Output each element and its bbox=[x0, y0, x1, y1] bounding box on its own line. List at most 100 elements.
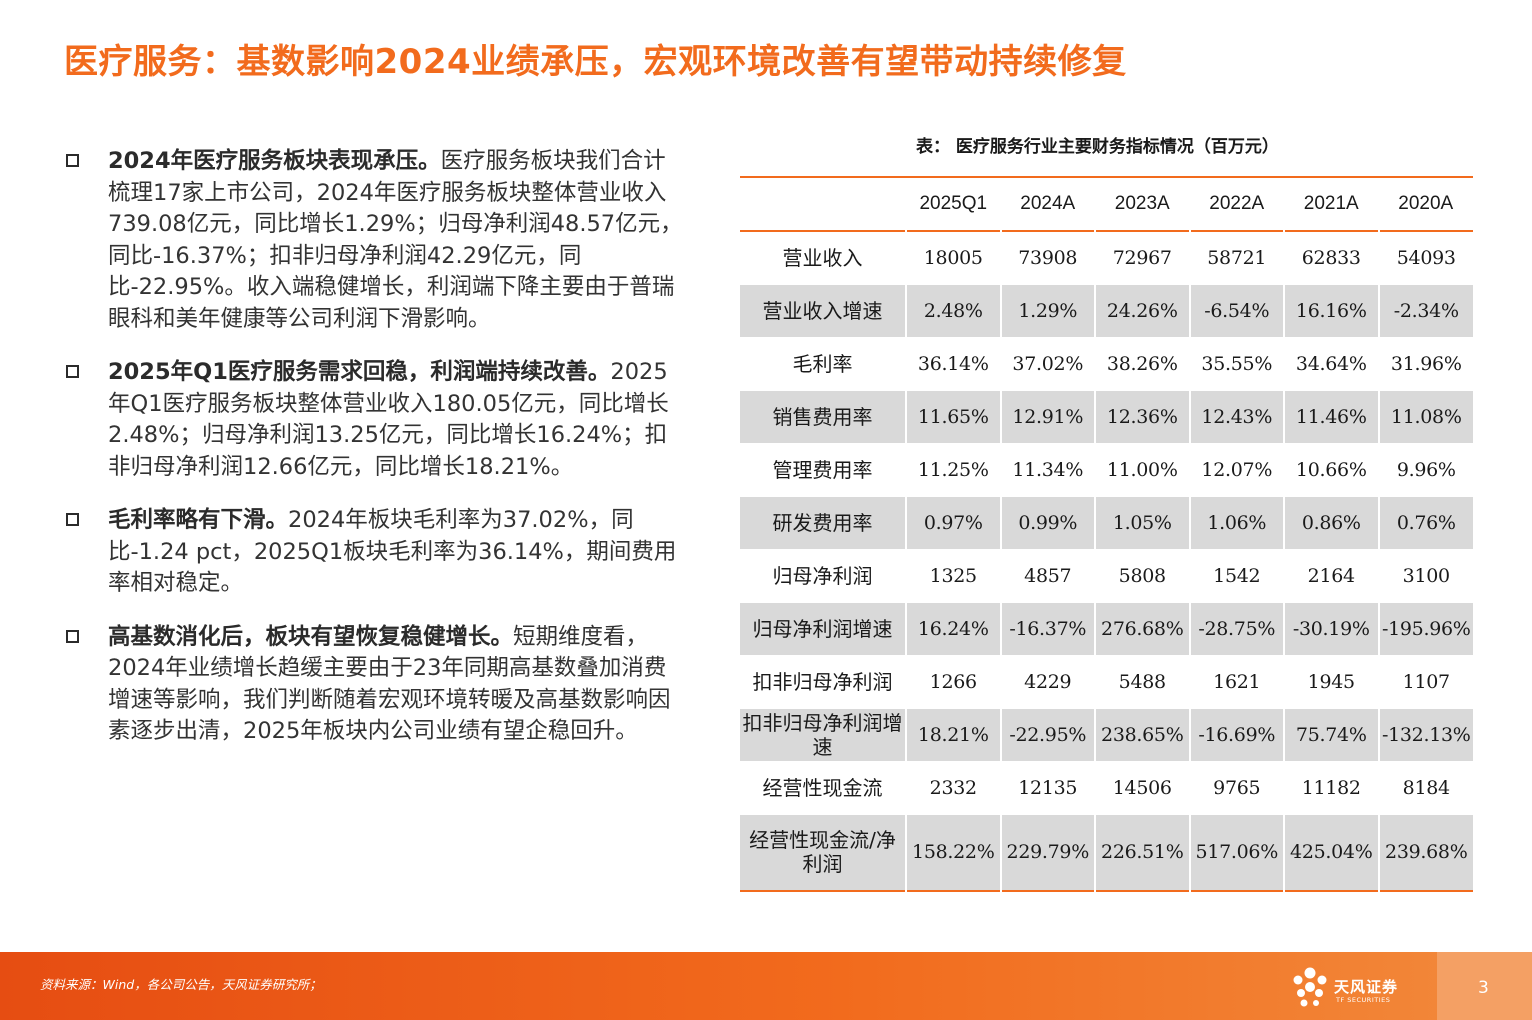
table-cell: 9765 bbox=[1189, 761, 1285, 815]
column-header bbox=[740, 177, 906, 231]
table-cell: 517.06% bbox=[1189, 814, 1285, 892]
table-cell: 2332 bbox=[906, 761, 1002, 815]
table-cell: 1542 bbox=[1189, 549, 1285, 603]
table-cell: 12.91% bbox=[1000, 390, 1096, 444]
square-bullet-icon bbox=[66, 629, 79, 643]
row-label: 研发费用率 bbox=[740, 496, 907, 550]
table-cell: 12.43% bbox=[1189, 390, 1285, 444]
table-cell: 3100 bbox=[1378, 549, 1473, 603]
company-logo: 天风证券 TF SECURITIES bbox=[1290, 966, 1420, 1010]
table-row: 毛利率 36.14% 37.02% 38.26% 35.55% 34.64% 31.96% bbox=[740, 337, 1473, 391]
table-cell: 35.55% bbox=[1189, 337, 1285, 391]
table-cell: 239.68% bbox=[1378, 814, 1473, 892]
table-cell: 37.02% bbox=[1000, 337, 1096, 391]
table-cell: 1945 bbox=[1284, 655, 1380, 709]
table-cell: -16.69% bbox=[1189, 708, 1285, 762]
bullet-text: 2024年板块毛利率为37.02%，同比-1.24 pct，2025Q1板块毛利… bbox=[108, 507, 677, 596]
table-cell: 276.68% bbox=[1095, 602, 1191, 656]
page-number-box bbox=[1437, 952, 1532, 1020]
table-cell: 62833 bbox=[1284, 231, 1380, 285]
table-row: 管理费用率 11.25% 11.34% 11.00% 12.07% 10.66% 9.96% bbox=[740, 443, 1473, 497]
table-cell: 5488 bbox=[1095, 655, 1191, 709]
row-label: 经营性现金流 bbox=[740, 761, 907, 815]
table-cell: 11.00% bbox=[1095, 443, 1191, 497]
table-cell: 11.08% bbox=[1378, 390, 1473, 444]
footer-bar: 资料来源：Wind，各公司公告，天风证券研究所； 天风证券 TF SECURIT… bbox=[0, 952, 1532, 1020]
table-cell: 72967 bbox=[1095, 231, 1191, 285]
row-label: 归母净利润 bbox=[740, 549, 907, 603]
row-label: 管理费用率 bbox=[740, 443, 907, 497]
bullet-item: 毛利率略有下滑。2024年板块毛利率为37.02%，同比-1.24 pct，20… bbox=[64, 505, 684, 600]
table-cell: 9.96% bbox=[1378, 443, 1473, 497]
bullet-item: 高基数消化后，板块有望恢复稳健增长。短期维度看，2024年业绩增长趋缓主要由于2… bbox=[64, 622, 684, 748]
table-cell: 0.99% bbox=[1000, 496, 1096, 550]
table-cell: 1325 bbox=[906, 549, 1002, 603]
table-cell: 4857 bbox=[1000, 549, 1096, 603]
table-cell: 14506 bbox=[1095, 761, 1191, 815]
logo-text-en: TF SECURITIES bbox=[1336, 996, 1391, 1004]
bullet-text: 2025年Q1医疗服务板块整体营业收入180.05亿元，同比增长2.48%；归母… bbox=[108, 359, 669, 480]
page-number: 3 bbox=[1478, 978, 1489, 998]
table-cell: -132.13% bbox=[1378, 708, 1473, 762]
square-bullet-icon bbox=[66, 513, 79, 526]
table-cell: 1266 bbox=[906, 655, 1002, 709]
table-cell: 34.64% bbox=[1284, 337, 1380, 391]
table-cell: 11182 bbox=[1284, 761, 1380, 815]
table-cell: 16.16% bbox=[1284, 284, 1380, 338]
row-label: 归母净利润增速 bbox=[740, 602, 907, 656]
row-label: 扣非归母净利润增速 bbox=[740, 708, 907, 762]
table-cell: 0.76% bbox=[1378, 496, 1473, 550]
row-label: 营业收入 bbox=[740, 231, 907, 285]
table-cell: 12.07% bbox=[1189, 443, 1285, 497]
table-cell: 425.04% bbox=[1284, 814, 1380, 892]
table-cell: 12.36% bbox=[1095, 390, 1191, 444]
row-label: 扣非归母净利润 bbox=[740, 655, 907, 709]
table-cell: 2164 bbox=[1284, 549, 1380, 603]
row-label: 销售费用率 bbox=[740, 390, 907, 444]
column-header: 2023A bbox=[1114, 193, 1170, 214]
table-cell: 1.05% bbox=[1095, 496, 1191, 550]
table-cell: 0.97% bbox=[906, 496, 1002, 550]
column-header: 2024A bbox=[1020, 193, 1076, 214]
table-row: 经营性现金流/净利润 158.22% 229.79% 226.51% 517.06% 42… bbox=[740, 814, 1473, 892]
bullet-text: 医疗服务板块我们合计梳理17家上市公司，2024年医疗服务板块整体营业收入739… bbox=[108, 148, 683, 332]
table-cell: -30.19% bbox=[1284, 602, 1380, 656]
table-row: 销售费用率 11.65% 12.91% 12.36% 12.43% 11.46% 11.08… bbox=[740, 390, 1473, 444]
table-row: 扣非归母净利润 1266 4229 5488 1621 1945 1107 bbox=[740, 655, 1473, 709]
bullet-text: 短期维度看，2024年业绩增长趋缓主要由于23年同期高基数叠加消费增速等影响，我… bbox=[108, 623, 671, 745]
table-cell: 38.26% bbox=[1095, 337, 1191, 391]
table-cell: 4229 bbox=[1000, 655, 1096, 709]
table-cell: 58721 bbox=[1189, 231, 1285, 285]
table-cell: 12135 bbox=[1000, 761, 1096, 815]
row-label: 经营性现金流/净利润 bbox=[740, 814, 907, 892]
table-cell: 11.34% bbox=[1000, 443, 1096, 497]
page-title: 医疗服务：基数影响2024业绩承压，宏观环境改善有望带动持续修复 bbox=[64, 42, 1127, 82]
table-cell: -22.95% bbox=[1000, 708, 1096, 762]
column-header: 2020A bbox=[1398, 193, 1454, 214]
table-cell: 11.46% bbox=[1284, 390, 1380, 444]
table-cell: 11.65% bbox=[906, 390, 1002, 444]
table-cell: 0.86% bbox=[1284, 496, 1380, 550]
bullet-lead: 高基数消化后，板块有望恢复稳健增长。 bbox=[108, 623, 514, 650]
table-cell: -2.34% bbox=[1378, 284, 1473, 338]
table-cell: 10.66% bbox=[1284, 443, 1380, 497]
source-note: 资料来源：Wind，各公司公告，天风证券研究所； bbox=[40, 977, 322, 992]
table-cell: 1.06% bbox=[1189, 496, 1285, 550]
table-cell: 75.74% bbox=[1284, 708, 1380, 762]
bullet-list: 2024年医疗服务板块表现承压。医疗服务板块我们合计梳理17家上市公司，2024… bbox=[64, 146, 684, 770]
table-cell: 11.25% bbox=[906, 443, 1002, 497]
column-header: 2021A bbox=[1303, 193, 1359, 214]
column-header: 2025Q1 bbox=[919, 193, 988, 214]
table-cell: 1.29% bbox=[1000, 284, 1096, 338]
table-caption: 表： 医疗服务行业主要财务指标情况（百万元） bbox=[916, 137, 1279, 157]
bullet-item: 2025年Q1医疗服务需求回稳，利润端持续改善。2025年Q1医疗服务板块整体营… bbox=[64, 357, 684, 483]
square-bullet-icon bbox=[66, 365, 79, 378]
table-cell: -16.37% bbox=[1000, 602, 1096, 656]
table-cell: 16.24% bbox=[906, 602, 1002, 656]
table-cell: 1107 bbox=[1378, 655, 1473, 709]
bullet-lead: 毛利率略有下滑。 bbox=[108, 507, 289, 533]
table-cell: -6.54% bbox=[1189, 284, 1285, 338]
row-label: 毛利率 bbox=[740, 337, 907, 391]
table-header-row: 2025Q1 2024A 2023A 2022A 2021A 2020A bbox=[740, 177, 1473, 231]
square-bullet-icon bbox=[66, 154, 79, 167]
